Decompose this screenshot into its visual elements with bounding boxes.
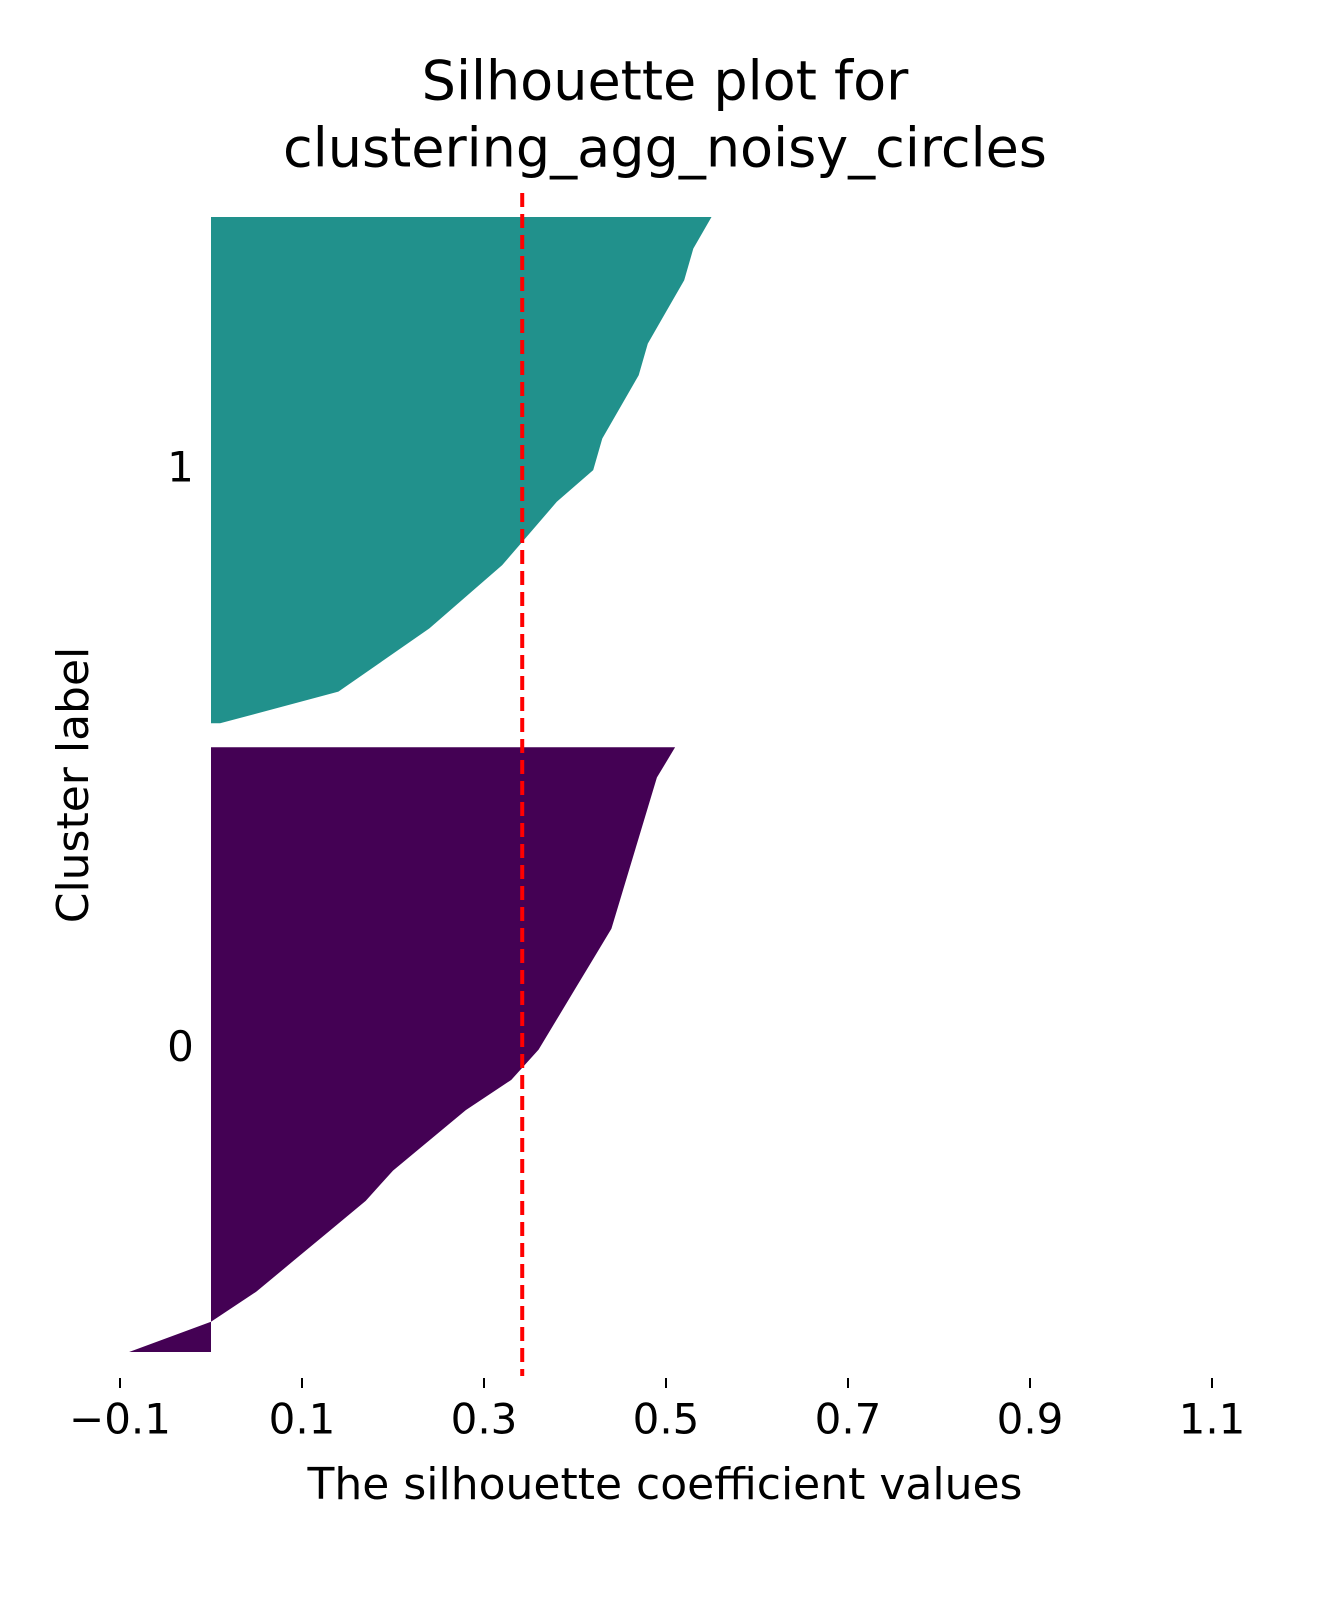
x-tick-label: 0.9	[997, 1395, 1064, 1444]
cluster-label: 0	[167, 1022, 194, 1071]
x-tick-label: 0.1	[269, 1395, 336, 1444]
cluster-label: 1	[167, 443, 194, 492]
cluster-silhouette	[129, 747, 676, 1353]
cluster-silhouette	[211, 216, 712, 724]
x-tick-label: 1.1	[1179, 1395, 1246, 1444]
x-tick-label: 0.3	[451, 1395, 518, 1444]
x-tick-label: 0.7	[815, 1395, 882, 1444]
x-tick-label: −0.1	[69, 1395, 171, 1444]
x-tick-label: 0.5	[633, 1395, 700, 1444]
chart-title: clustering_agg_noisy_circles	[283, 117, 1047, 180]
x-axis-label: The silhouette coefficient values	[307, 1459, 1023, 1510]
chart-title: Silhouette plot for	[422, 50, 909, 113]
y-axis-label: Cluster label	[48, 647, 99, 924]
